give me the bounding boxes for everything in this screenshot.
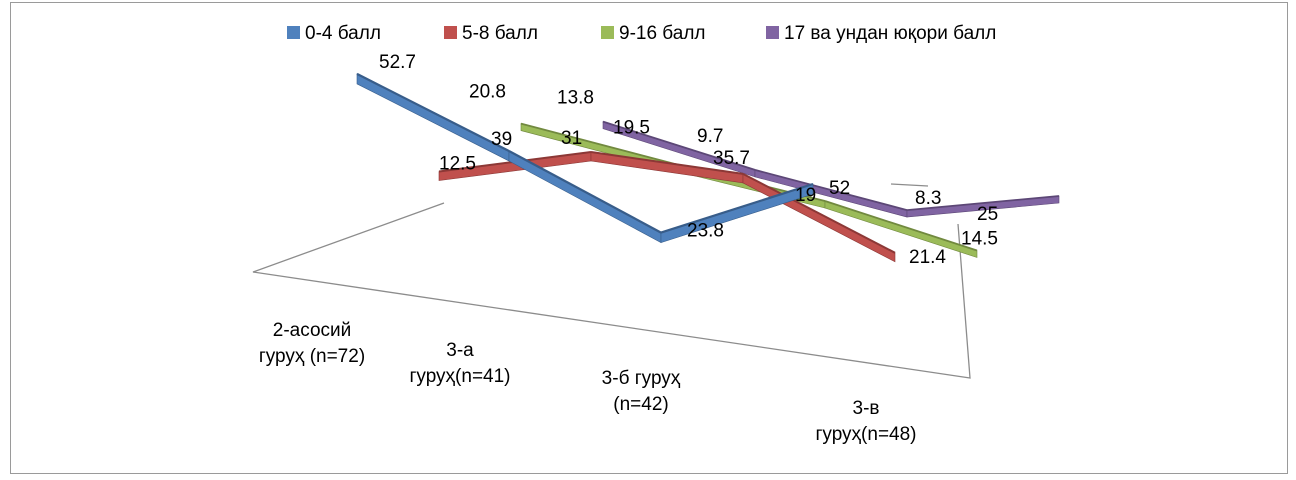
data-labels: 52.7 39 23.8 52 12.5 31 35.7 21.4 20.8 19.5 19 14.5… xyxy=(379,52,998,268)
data-label-s2-c1: 12.5 xyxy=(439,154,476,175)
back-wall-line xyxy=(890,183,929,187)
series-1-edge-2 xyxy=(508,150,662,234)
series-3-ribbon xyxy=(520,122,978,258)
category-label-3-line-1: 3-б гуруҳ xyxy=(602,368,681,389)
data-label-s4-c4: 25 xyxy=(977,204,998,225)
data-label-s4-c1: 13.8 xyxy=(557,88,594,109)
data-label-s1-c1: 52.7 xyxy=(379,52,416,73)
data-label-s1-c4: 52 xyxy=(829,178,850,199)
data-label-s4-c2: 9.7 xyxy=(697,126,723,147)
legend-swatch-4 xyxy=(766,26,779,39)
data-label-s3-c2: 19.5 xyxy=(613,118,650,139)
category-label-4-line-2: гуруҳ(n=48) xyxy=(815,424,916,445)
data-label-s2-c2: 31 xyxy=(561,128,582,149)
data-label-s3-c1: 20.8 xyxy=(469,82,506,103)
legend-swatch-3 xyxy=(601,26,614,39)
legend-item-4: 17 ва ундан юқори балл xyxy=(766,23,996,44)
data-label-s3-c4: 14.5 xyxy=(961,229,998,250)
data-label-s1-c2: 39 xyxy=(491,129,512,150)
legend-item-1: 0-4 балл xyxy=(287,23,381,44)
series-4-edge-2 xyxy=(754,169,908,211)
chart-area xyxy=(10,2,1288,474)
series-ribbons xyxy=(356,72,1060,263)
legend-label-3: 9-16 балл xyxy=(619,23,706,44)
category-label-4-line-1: 3-в xyxy=(853,398,880,419)
series-3-edge-1 xyxy=(520,122,674,165)
series-1-edge-1 xyxy=(356,72,510,152)
legend-swatch-1 xyxy=(287,26,300,39)
legend-item-3: 9-16 балл xyxy=(601,23,706,44)
series-2-edge-2 xyxy=(590,151,744,175)
category-label-2-line-2: гуруҳ(n=41) xyxy=(409,366,510,387)
series-4-edge-3 xyxy=(906,195,1060,211)
series-2-edge-3 xyxy=(742,173,896,254)
data-label-s4-c3: 8.3 xyxy=(915,188,941,209)
category-label-2-line-1: 3-а xyxy=(446,340,474,361)
floor-outline xyxy=(252,202,971,379)
series-1-ribbon xyxy=(356,72,814,244)
data-label-s2-c3: 35.7 xyxy=(713,148,750,169)
data-label-s2-c4: 21.4 xyxy=(909,247,946,268)
series-4-ribbon xyxy=(602,120,1060,218)
legend-label-2: 5-8 балл xyxy=(462,23,538,44)
category-label-3-line-2: (n=42) xyxy=(613,394,668,415)
legend-item-2: 5-8 балл xyxy=(444,23,538,44)
legend-swatch-2 xyxy=(444,26,457,39)
series-1-edge-3 xyxy=(660,182,814,234)
legend-label-4: 17 ва ундан юқори балл xyxy=(784,23,996,44)
data-label-s3-c3: 19 xyxy=(795,185,816,206)
category-axis-labels: 2-асосий гуруҳ (n=72) 3-а гуруҳ(n=41) 3-б гу… xyxy=(259,320,917,445)
series-3-edge-3 xyxy=(824,200,978,252)
category-label-1-line-1: 2-асосий xyxy=(273,320,351,341)
legend-label-1: 0-4 балл xyxy=(305,23,381,44)
series-4-edge-1 xyxy=(602,120,756,171)
series-1-segment-3 xyxy=(660,183,814,244)
data-label-s1-c3: 23.8 xyxy=(687,221,724,242)
chart-floor xyxy=(252,183,971,379)
legend: 0-4 балл 5-8 балл 9-16 балл 17 ва ундан юқо… xyxy=(287,23,996,44)
category-label-1-line-2: гуруҳ (n=72) xyxy=(259,346,365,367)
